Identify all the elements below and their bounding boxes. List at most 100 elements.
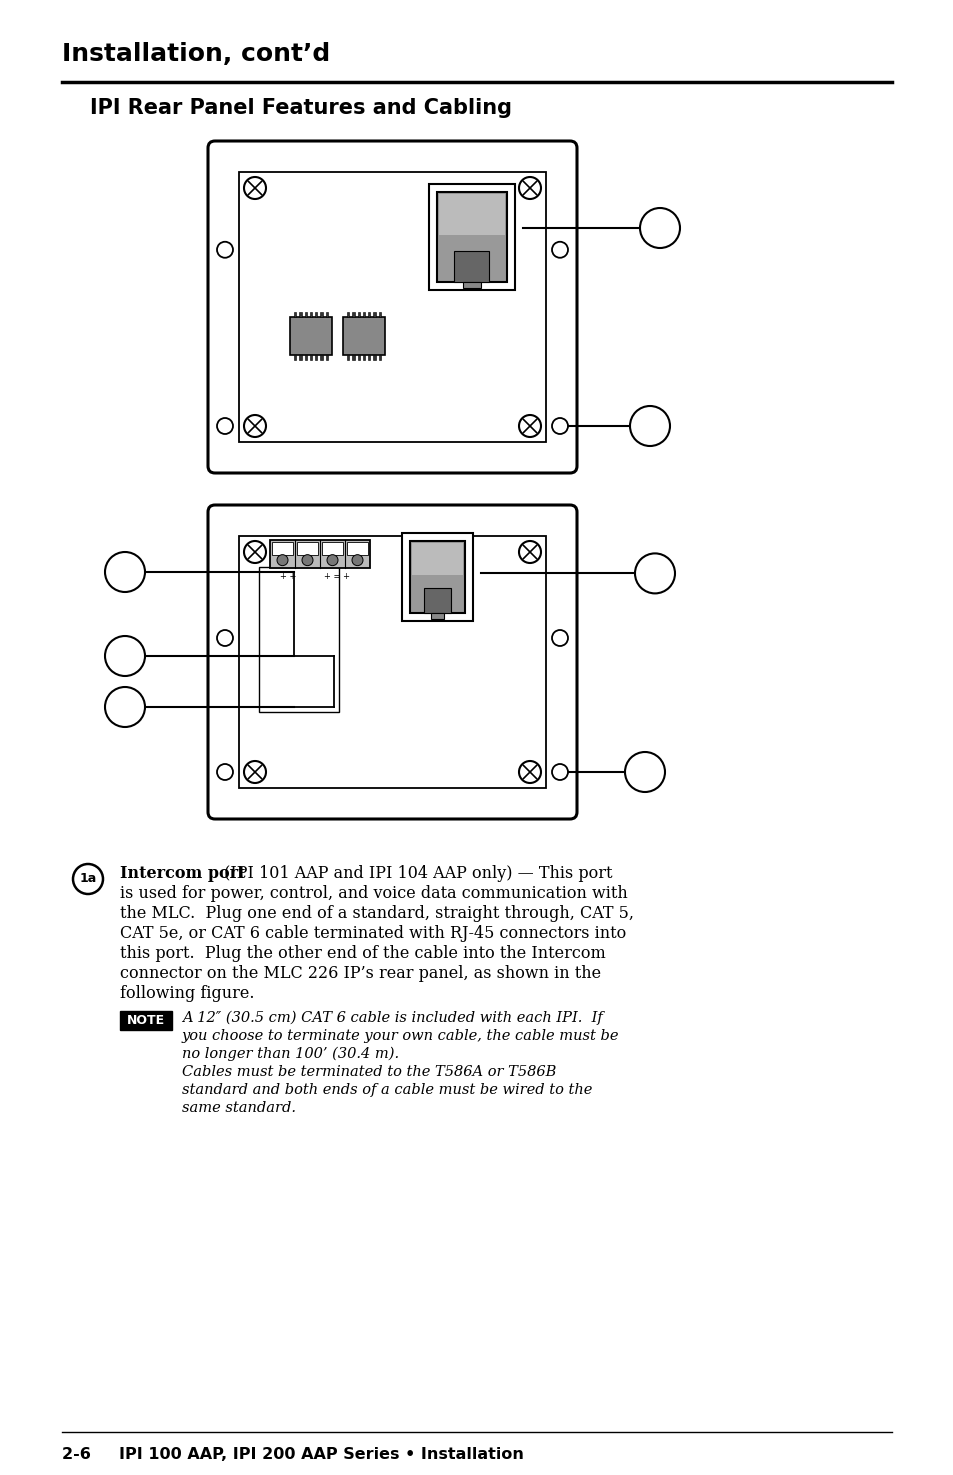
Bar (347, 541, 368, 555)
Bar (310, 313, 312, 317)
Bar (322, 541, 343, 555)
Bar (347, 313, 349, 317)
Bar (410, 541, 464, 614)
Bar (304, 313, 307, 317)
Text: no longer than 100’ (30.4 m).: no longer than 100’ (30.4 m). (182, 1047, 398, 1062)
Bar (362, 313, 365, 317)
Circle shape (276, 555, 288, 565)
Bar (438, 195, 504, 235)
Bar (270, 540, 370, 568)
Bar (352, 313, 355, 317)
Bar (357, 313, 359, 317)
Bar (429, 184, 515, 291)
Bar (294, 313, 296, 317)
Circle shape (244, 414, 266, 437)
Circle shape (552, 764, 567, 780)
Bar (320, 313, 322, 317)
Circle shape (73, 864, 103, 894)
Bar (299, 313, 301, 317)
Bar (412, 543, 462, 575)
Bar (299, 355, 301, 360)
Bar (378, 313, 380, 317)
Circle shape (216, 242, 233, 258)
Text: standard and both ends of a cable must be wired to the: standard and both ends of a cable must b… (182, 1083, 592, 1097)
Text: Installation, cont’d: Installation, cont’d (62, 41, 330, 66)
FancyBboxPatch shape (208, 142, 577, 473)
Circle shape (518, 414, 540, 437)
Bar (290, 317, 332, 355)
Text: following figure.: following figure. (120, 985, 254, 1002)
Text: Cables must be terminated to the T586A or T586B: Cables must be terminated to the T586A o… (182, 1065, 556, 1080)
Bar (373, 355, 375, 360)
Text: the MLC.  Plug one end of a standard, straight through, CAT 5,: the MLC. Plug one end of a standard, str… (120, 906, 634, 922)
Text: (IPI 101 AAP and IPI 104 AAP only) — This port: (IPI 101 AAP and IPI 104 AAP only) — Thi… (218, 864, 612, 882)
Circle shape (216, 764, 233, 780)
Bar (310, 355, 312, 360)
Bar (373, 313, 375, 317)
Text: connector on the MLC 226 IP’s rear panel, as shown in the: connector on the MLC 226 IP’s rear panel… (120, 965, 600, 982)
Text: CAT 5e, or CAT 6 cable terminated with RJ-45 connectors into: CAT 5e, or CAT 6 cable terminated with R… (120, 925, 625, 943)
Bar (362, 355, 365, 360)
Text: + = +: + = + (324, 572, 350, 581)
Bar (294, 355, 296, 360)
Bar (304, 355, 307, 360)
Bar (296, 541, 317, 555)
Circle shape (105, 636, 145, 676)
Circle shape (552, 630, 567, 646)
Circle shape (629, 406, 669, 445)
Circle shape (216, 630, 233, 646)
Text: A 12″ (30.5 cm) CAT 6 cable is included with each IPI.  If: A 12″ (30.5 cm) CAT 6 cable is included … (182, 1010, 602, 1025)
Bar (314, 355, 317, 360)
Text: this port.  Plug the other end of the cable into the Intercom: this port. Plug the other end of the cab… (120, 945, 605, 962)
Bar (368, 313, 370, 317)
Circle shape (244, 761, 266, 783)
Bar (120, 1010, 172, 1030)
Circle shape (244, 177, 266, 199)
Bar (325, 313, 328, 317)
Text: NOTE: NOTE (127, 1013, 165, 1027)
Bar (343, 317, 385, 355)
Circle shape (216, 417, 233, 434)
Text: Intercom port: Intercom port (120, 864, 245, 882)
Bar (352, 355, 355, 360)
Bar (423, 589, 451, 614)
Circle shape (352, 555, 363, 565)
Circle shape (552, 417, 567, 434)
Bar (239, 535, 545, 788)
Bar (436, 192, 506, 282)
Bar (401, 532, 473, 621)
Text: 1a: 1a (79, 873, 96, 885)
Bar (378, 355, 380, 360)
Circle shape (624, 752, 664, 792)
Circle shape (105, 552, 145, 591)
Circle shape (244, 541, 266, 563)
Text: IPI Rear Panel Features and Cabling: IPI Rear Panel Features and Cabling (90, 97, 512, 118)
Circle shape (518, 541, 540, 563)
Bar (272, 541, 293, 555)
FancyBboxPatch shape (208, 504, 577, 819)
Text: is used for power, control, and voice data communication with: is used for power, control, and voice da… (120, 885, 627, 903)
Circle shape (105, 687, 145, 727)
Bar (463, 282, 480, 288)
Bar (325, 355, 328, 360)
Bar (347, 355, 349, 360)
Circle shape (302, 555, 313, 565)
Text: + +: + + (280, 572, 296, 581)
Bar (314, 313, 317, 317)
Circle shape (639, 208, 679, 248)
Text: same standard.: same standard. (182, 1100, 295, 1115)
Bar (320, 355, 322, 360)
Text: 2-6     IPI 100 AAP, IPI 200 AAP Series • Installation: 2-6 IPI 100 AAP, IPI 200 AAP Series • In… (62, 1447, 523, 1462)
Circle shape (552, 242, 567, 258)
Circle shape (518, 177, 540, 199)
Bar (258, 566, 338, 712)
Circle shape (518, 761, 540, 783)
Circle shape (635, 553, 675, 593)
Bar (430, 614, 444, 620)
Bar (454, 251, 489, 282)
Text: you choose to terminate your own cable, the cable must be: you choose to terminate your own cable, … (182, 1030, 618, 1043)
Bar (357, 355, 359, 360)
Circle shape (327, 555, 337, 565)
Bar (368, 355, 370, 360)
Bar (239, 173, 545, 442)
